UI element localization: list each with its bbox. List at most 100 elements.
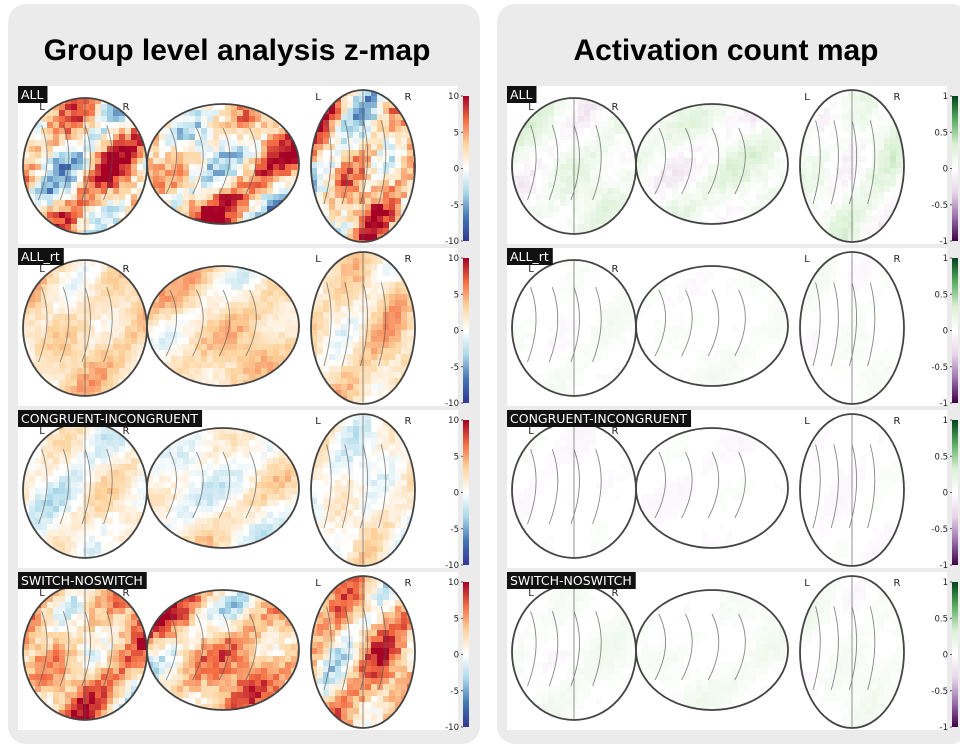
colorbar <box>463 582 469 727</box>
orientation-label: L <box>315 92 321 103</box>
orientation-label: L <box>315 578 321 589</box>
colorbar <box>952 582 958 727</box>
orientation-label: L <box>39 102 45 113</box>
brain-outline <box>635 427 789 549</box>
colorbar <box>952 258 958 403</box>
colorbar-tick-label: -1 <box>940 237 948 247</box>
colorbar-tick-label: 1 <box>943 92 948 102</box>
orientation-label: R <box>612 102 619 113</box>
colorbar-tick-label: -0.5 <box>931 201 948 211</box>
colorbar <box>463 258 469 403</box>
row-label-background <box>18 86 48 103</box>
colorbar-tick-label: 0 <box>454 165 459 175</box>
row-label: CONGRUENT-INCONGRUENT <box>510 411 687 426</box>
colorbar-tick-label: 0.5 <box>934 290 948 300</box>
colorbar-tick-label: 0 <box>454 327 459 337</box>
row-label-background <box>18 410 203 427</box>
row-label-background <box>507 410 692 427</box>
colorbar-tick-label: 5 <box>454 128 459 138</box>
colorbar-tick-label: 5 <box>454 290 459 300</box>
colorbar <box>952 96 958 241</box>
colorbar-tick-label: -0.5 <box>931 363 948 373</box>
colorbar-tick-label: 1 <box>943 578 948 588</box>
colorbar-tick-label: 10 <box>448 254 459 264</box>
colorbar-tick-label: 10 <box>448 416 459 426</box>
orientation-label: R <box>405 416 412 427</box>
brain-outline <box>146 265 300 387</box>
orientation-label: R <box>612 264 619 275</box>
colorbar-tick-label: 0 <box>943 165 948 175</box>
colorbar-tick-label: -5 <box>451 687 459 697</box>
brain-contours <box>165 451 257 519</box>
brain-contours <box>654 127 746 195</box>
brain-contours <box>812 90 876 242</box>
orientation-label: R <box>612 588 619 599</box>
orientation-label: R <box>123 426 130 437</box>
row-label: ALL <box>510 87 533 102</box>
orientation-label: R <box>894 416 901 427</box>
orientation-label: R <box>405 578 412 589</box>
brain-contours <box>165 613 257 681</box>
orientation-label: L <box>528 588 534 599</box>
orientation-label: R <box>894 578 901 589</box>
colorbar-tick-label: -10 <box>445 723 459 733</box>
brain-contours <box>38 584 113 720</box>
colorbar-tick-label: 0.5 <box>934 452 948 462</box>
brain-contours <box>654 613 746 681</box>
colorbar-tick-label: -0.5 <box>931 687 948 697</box>
row-label: SWITCH-NOSWITCH <box>510 573 632 588</box>
panel-title: Group level analysis z-map <box>44 34 431 67</box>
orientation-label: R <box>123 588 130 599</box>
colorbar-tick-label: 0 <box>943 327 948 337</box>
colorbar-tick-label: -1 <box>940 561 948 571</box>
row-label-background <box>507 248 553 265</box>
orientation-label: L <box>315 416 321 427</box>
brain-contours <box>165 289 257 357</box>
colorbar-tick-label: -1 <box>940 723 948 733</box>
colorbar <box>952 420 958 565</box>
orientation-label: R <box>405 92 412 103</box>
orientation-label: L <box>804 92 810 103</box>
row-label: CONGRUENT-INCONGRUENT <box>21 411 198 426</box>
brain-contours <box>38 260 113 396</box>
colorbar-tick-label: -10 <box>445 237 459 247</box>
row-label: SWITCH-NOSWITCH <box>21 573 143 588</box>
orientation-label: L <box>39 426 45 437</box>
colorbar-tick-label: 0 <box>454 489 459 499</box>
brain-contours <box>812 414 876 566</box>
colorbar-tick-label: 10 <box>448 92 459 102</box>
brain-contours <box>527 422 602 558</box>
panel-title: Activation count map <box>573 34 878 67</box>
row-label: ALL_rt <box>21 249 60 264</box>
brain-contours <box>323 576 387 728</box>
row-label-background <box>18 248 64 265</box>
orientation-label: R <box>123 102 130 113</box>
brain-contours <box>323 252 387 404</box>
orientation-label: L <box>804 578 810 589</box>
colorbar-tick-label: -5 <box>451 201 459 211</box>
brain-contours <box>812 252 876 404</box>
colorbar-tick-label: 5 <box>454 452 459 462</box>
orientation-label: L <box>528 264 534 275</box>
brain-outline <box>635 265 789 387</box>
orientation-label: L <box>804 254 810 265</box>
orientation-label: R <box>405 254 412 265</box>
brain-contours <box>38 422 113 558</box>
colorbar-tick-label: 10 <box>448 578 459 588</box>
brain-contours <box>527 98 602 234</box>
colorbar-tick-label: 1 <box>943 416 948 426</box>
brain-contours <box>165 127 257 195</box>
brain-outline <box>146 589 300 711</box>
orientation-label: L <box>315 254 321 265</box>
row-label-background <box>18 572 147 589</box>
brain-contours <box>38 98 113 234</box>
brain-outline <box>635 103 789 225</box>
orientation-label: L <box>39 264 45 275</box>
row-label-background <box>507 572 636 589</box>
brain-contours <box>654 451 746 519</box>
colorbar-tick-label: 0.5 <box>934 128 948 138</box>
colorbar-tick-label: -10 <box>445 561 459 571</box>
brain-contours <box>527 584 602 720</box>
